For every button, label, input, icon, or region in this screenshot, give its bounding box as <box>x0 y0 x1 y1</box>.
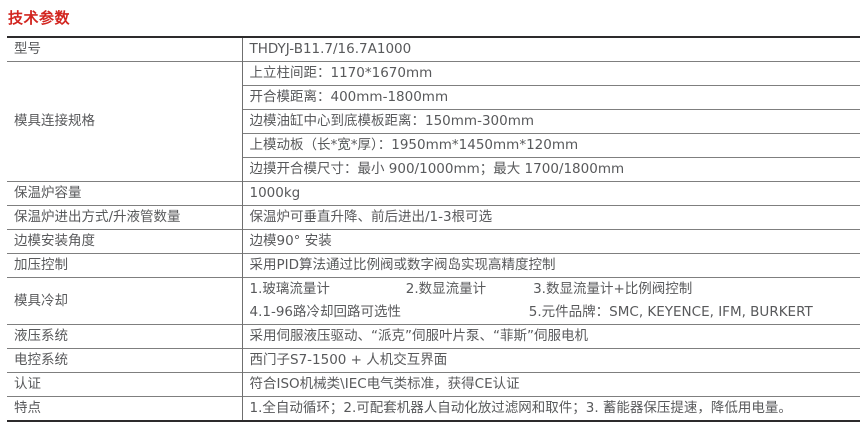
table-row: 上模动板（长*宽*厚）：1950mm*1450mm*120mm <box>7 133 860 158</box>
table-row: 特点 1.全自动循环；2.可配套机器人自动化放过滤网和取件；3. 蓄能器保压提速… <box>7 396 860 421</box>
table-row: 边模安装角度 边模90° 安装 <box>7 229 860 254</box>
table-row: 模具冷却 1.玻璃流量计 2.数显流量计 3.数显流量计+比例阀控制 4.1-9… <box>7 277 860 325</box>
row-value-mold-connection-3: 边模油缸中心到底模板距离：150mm-300mm <box>241 109 860 134</box>
row-value-electric-system: 西门子S7-1500 + 人机交互界面 <box>241 348 860 373</box>
row-label-certification: 认证 <box>7 372 242 397</box>
row-value-mold-connection-4: 上模动板（长*宽*厚）：1950mm*1450mm*120mm <box>241 133 860 158</box>
row-label-hydraulic-system: 液压系统 <box>7 324 242 349</box>
row-label-features: 特点 <box>7 396 242 421</box>
cooling-option-4: 4.1-96路冷却回路可选性 <box>249 304 402 320</box>
table-row: 液压系统 采用伺服液压驱动、“派克”伺服叶片泵、“菲斯”伺服电机 <box>7 324 860 349</box>
row-value-hydraulic-system: 采用伺服液压驱动、“派克”伺服叶片泵、“菲斯”伺服电机 <box>241 324 860 349</box>
table-row: 电控系统 西门子S7-1500 + 人机交互界面 <box>7 348 860 373</box>
row-label-model: 型号 <box>14 41 41 57</box>
mold-cooling-line-1: 1.玻璃流量计 2.数显流量计 3.数显流量计+比例阀控制 <box>249 279 854 302</box>
table-row: 保温炉容量 1000kg <box>7 181 860 206</box>
cooling-option-3: 3.数显流量计+比例阀控制 <box>533 281 693 297</box>
row-value-features: 1.全自动循环；2.可配套机器人自动化放过滤网和取件；3. 蓄能器保压提速，降低… <box>241 396 860 421</box>
row-label-electric-system: 电控系统 <box>7 348 242 373</box>
mold-cooling-line-2: 4.1-96路冷却回路可选性 5.元件品牌：SMC, KEYENCE, IFM,… <box>250 301 854 324</box>
row-value-side-mold-angle: 边模90° 安装 <box>241 229 860 254</box>
row-value-certification: 符合ISO机械类\IEC电气类标准，获得CE认证 <box>241 372 860 397</box>
row-value-model: THDYJ-B11.7/16.7A1000 <box>241 37 860 62</box>
row-label-pressure-control: 加压控制 <box>7 253 242 278</box>
table-row: 保温炉进出方式/升液管数量 保温炉可垂直升降、前后进出/1-3根可选 <box>7 205 860 230</box>
table-row: 型号 THDYJ-B11.7/16.7A1000 <box>7 37 860 62</box>
row-value-mold-connection-1: 上立柱间距：1170*1670mm <box>241 61 860 86</box>
row-label-furnace-capacity: 保温炉容量 <box>7 181 242 206</box>
row-value-furnace-access: 保温炉可垂直升降、前后进出/1-3根可选 <box>241 205 860 230</box>
row-value-mold-connection-2: 开合模距离：400mm-1800mm <box>241 85 860 110</box>
table-row: 边模油缸中心到底模板距离：150mm-300mm <box>7 109 860 134</box>
row-label-mold-cooling: 模具冷却 <box>7 277 242 325</box>
table-row: 模具连接规格 上立柱间距：1170*1670mm <box>7 61 860 182</box>
section-title: 技术参数 <box>8 9 71 27</box>
table-row: 开合模距离：400mm-1800mm <box>7 85 860 110</box>
table-row: 边摸开合模尺寸：最小 900/1000mm；最大 1700/1800mm <box>7 157 860 182</box>
row-label-mold-connection: 模具连接规格 <box>7 61 242 182</box>
table-row: 认证 符合ISO机械类\IEC电气类标准，获得CE认证 <box>7 372 860 397</box>
cooling-option-5: 5.元件品牌：SMC, KEYENCE, IFM, BURKERT <box>528 304 813 320</box>
row-value-furnace-capacity: 1000kg <box>241 181 860 206</box>
row-label-side-mold-angle: 边模安装角度 <box>7 229 242 254</box>
row-label-furnace-access: 保温炉进出方式/升液管数量 <box>7 205 242 230</box>
cooling-option-1: 1.玻璃流量计 <box>249 281 330 297</box>
spec-table: 型号 THDYJ-B11.7/16.7A1000 模具连接规格 上立柱间距：11… <box>7 36 860 422</box>
cooling-option-2: 2.数显流量计 <box>405 281 487 297</box>
row-value-mold-cooling: 1.玻璃流量计 2.数显流量计 3.数显流量计+比例阀控制 4.1-96路冷却回… <box>241 277 860 325</box>
row-value-mold-connection-5: 边摸开合模尺寸：最小 900/1000mm；最大 1700/1800mm <box>241 157 860 182</box>
table-row: 加压控制 采用PID算法通过比例阀或数字阀岛实现高精度控制 <box>7 253 860 278</box>
row-value-pressure-control: 采用PID算法通过比例阀或数字阀岛实现高精度控制 <box>241 253 860 278</box>
